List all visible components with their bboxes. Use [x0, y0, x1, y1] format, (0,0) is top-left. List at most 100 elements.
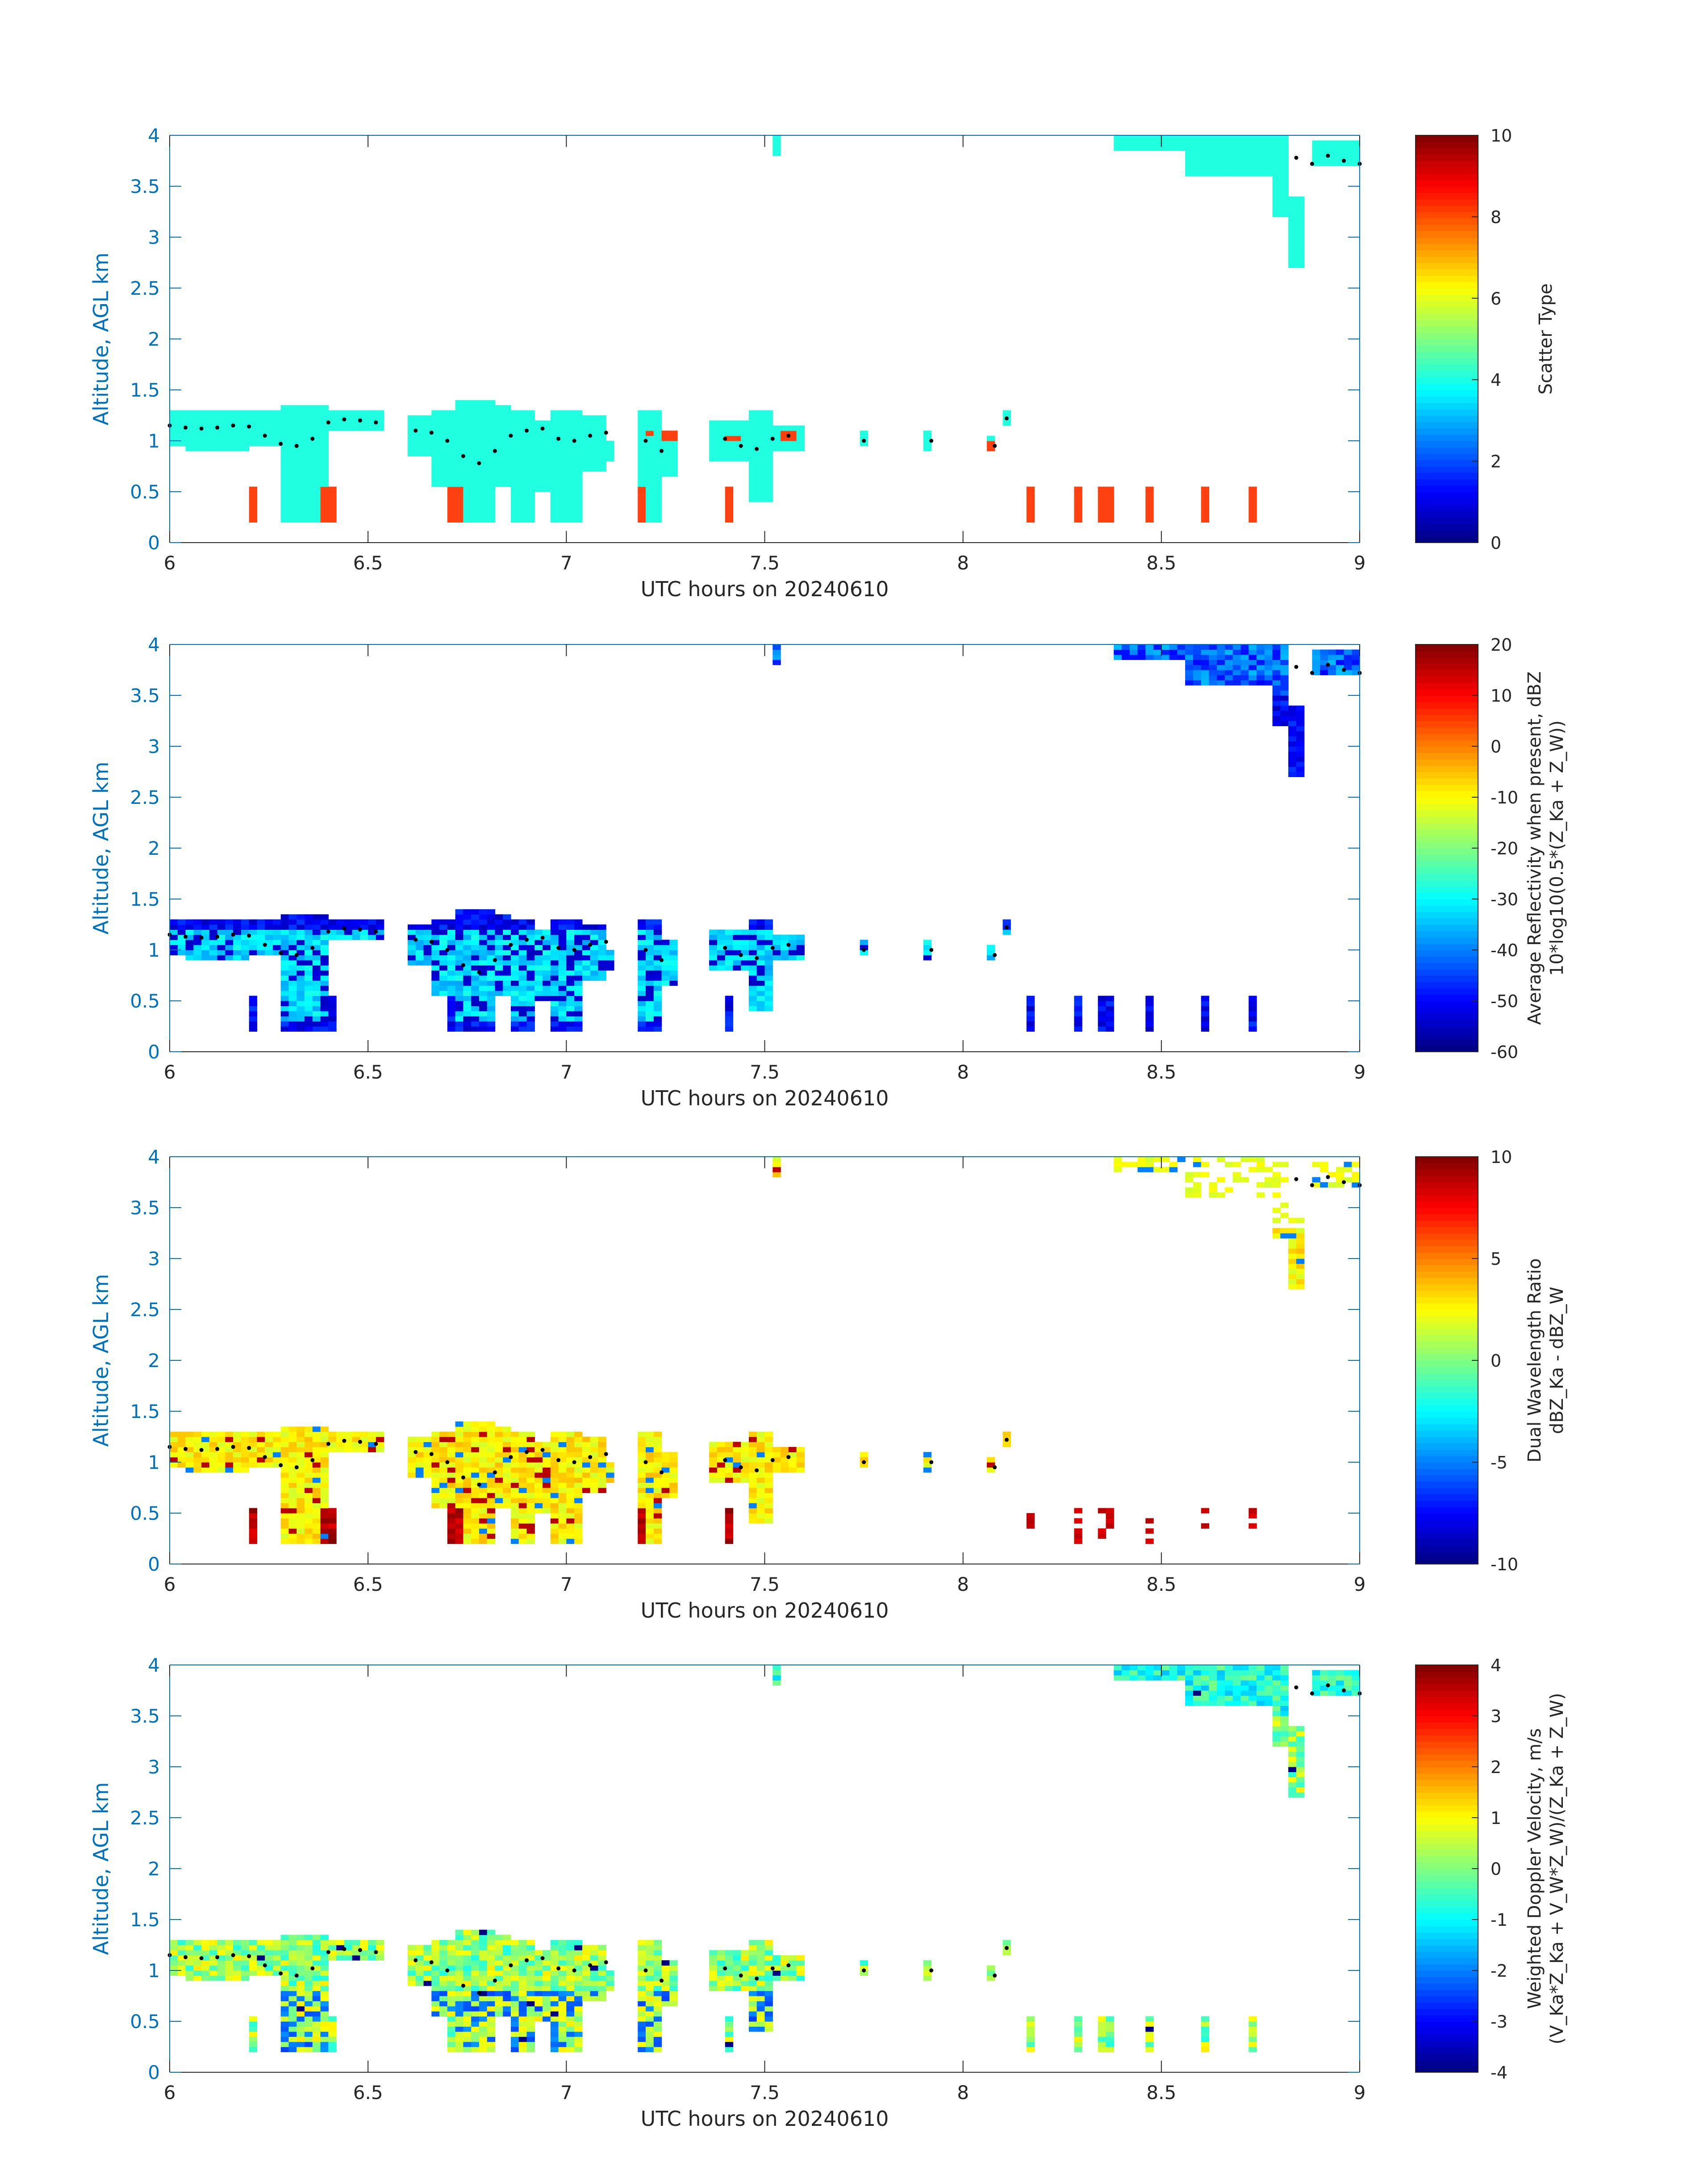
heatmap-cell [566, 502, 574, 507]
heatmap-cell [551, 471, 559, 477]
heatmap-cell [606, 1467, 614, 1472]
heatmap-cell [654, 2032, 662, 2037]
heatmap-cell [511, 960, 519, 966]
heatmap-cell [1288, 242, 1296, 247]
heatmap-cell [638, 924, 646, 930]
heatmap-cell [574, 1472, 582, 1478]
heatmap-cell [749, 1001, 757, 1006]
heatmap-cell [765, 2026, 773, 2032]
heatmap-cell [313, 924, 321, 930]
heatmap-cell [503, 1975, 511, 1981]
boundary-dot [493, 449, 497, 453]
heatmap-cell [209, 446, 217, 451]
heatmap-cell [479, 955, 487, 960]
heatmap-cell [1027, 1513, 1035, 1518]
heatmap-cell [749, 481, 757, 487]
heatmap-cell [757, 991, 765, 996]
x-tick-label: 6 [164, 552, 176, 574]
heatmap-cell [1273, 156, 1281, 161]
heatmap-cell [757, 420, 765, 426]
heatmap-cell [1074, 487, 1082, 492]
heatmap-cell [471, 1493, 479, 1498]
colorbar-segment [1416, 1513, 1478, 1520]
heatmap-cell [551, 1498, 559, 1503]
heatmap-cell [1288, 201, 1296, 207]
heatmap-cell [471, 1528, 479, 1534]
heatmap-cell [265, 935, 273, 940]
heatmap-cell [439, 970, 447, 976]
heatmap-cell [289, 1523, 297, 1529]
heatmap-cell [797, 935, 805, 940]
heatmap-cell [1193, 670, 1201, 675]
heatmap-cell [574, 1991, 582, 1996]
heatmap-cell [598, 1986, 606, 1991]
heatmap-cell [479, 2011, 487, 2016]
heatmap-cell [455, 461, 464, 467]
heatmap-cell [281, 1950, 289, 1955]
heatmap-cell [1193, 1187, 1201, 1192]
heatmap-cell [495, 1991, 503, 1996]
heatmap-cell [1106, 1513, 1114, 1518]
heatmap-cell [209, 1945, 217, 1950]
heatmap-cell [638, 477, 646, 482]
heatmap-cell [1296, 212, 1304, 217]
x-tick-label: 8.5 [1146, 1573, 1176, 1595]
colorbar-segment [1416, 256, 1478, 263]
heatmap-cell [463, 1930, 471, 1935]
heatmap-cell [1288, 1238, 1296, 1243]
heatmap-cell [439, 920, 447, 925]
heatmap-cell [646, 456, 654, 461]
heatmap-cell [566, 2042, 574, 2047]
heatmap-cell [1273, 706, 1281, 711]
heatmap-cell [1217, 166, 1225, 171]
heatmap-cell [471, 1945, 479, 1950]
heatmap-cell [1296, 731, 1304, 736]
heatmap-cell [1265, 171, 1273, 176]
heatmap-cell [455, 1945, 464, 1950]
heatmap-cell [709, 1986, 717, 1991]
heatmap-cell [1003, 920, 1011, 925]
heatmap-cell [273, 1452, 281, 1457]
heatmap-cell [495, 980, 503, 986]
boundary-dot [572, 1460, 576, 1464]
heatmap-cell [519, 2047, 527, 2052]
heatmap-cell [289, 1935, 297, 1940]
heatmap-cell [543, 1462, 551, 1468]
colorbar-segment [1416, 505, 1478, 511]
heatmap-cell [598, 436, 606, 441]
heatmap-cell [463, 920, 471, 925]
heatmap-cell [209, 1940, 217, 1945]
heatmap-cell [669, 1981, 677, 1986]
heatmap-cell [773, 1462, 781, 1468]
heatmap-cell [757, 471, 765, 477]
heatmap-cell [1296, 237, 1304, 243]
heatmap-cell [765, 441, 773, 446]
heatmap-cell [669, 1970, 677, 1976]
heatmap-cell [193, 436, 201, 441]
heatmap-cell [527, 517, 535, 523]
heatmap-cell [313, 1437, 321, 1442]
heatmap-cell [765, 431, 773, 436]
heatmap-cell [1185, 649, 1193, 655]
colorbar-tick-label: -5 [1491, 1453, 1508, 1472]
heatmap-cell [1257, 680, 1265, 686]
heatmap-cell [535, 2011, 543, 2016]
boundary-dot [541, 1448, 545, 1452]
heatmap-cell [765, 1981, 773, 1986]
colorbar-segment [1416, 390, 1478, 397]
heatmap-cell [321, 451, 329, 456]
heatmap-cell [725, 1472, 733, 1478]
heatmap-cell [527, 1950, 535, 1955]
heatmap-cell [368, 1432, 376, 1437]
heatmap-cell [566, 986, 574, 991]
heatmap-cell [559, 1498, 567, 1503]
heatmap-cell [543, 950, 551, 955]
heatmap-cell [495, 1940, 503, 1945]
heatmap-cell [535, 1950, 543, 1955]
heatmap-cell [431, 1483, 439, 1488]
heatmap-cell [455, 991, 464, 996]
heatmap-cell [281, 1975, 289, 1981]
heatmap-cell [535, 1442, 543, 1447]
heatmap-cell [1288, 761, 1296, 767]
heatmap-cell [225, 1462, 233, 1468]
